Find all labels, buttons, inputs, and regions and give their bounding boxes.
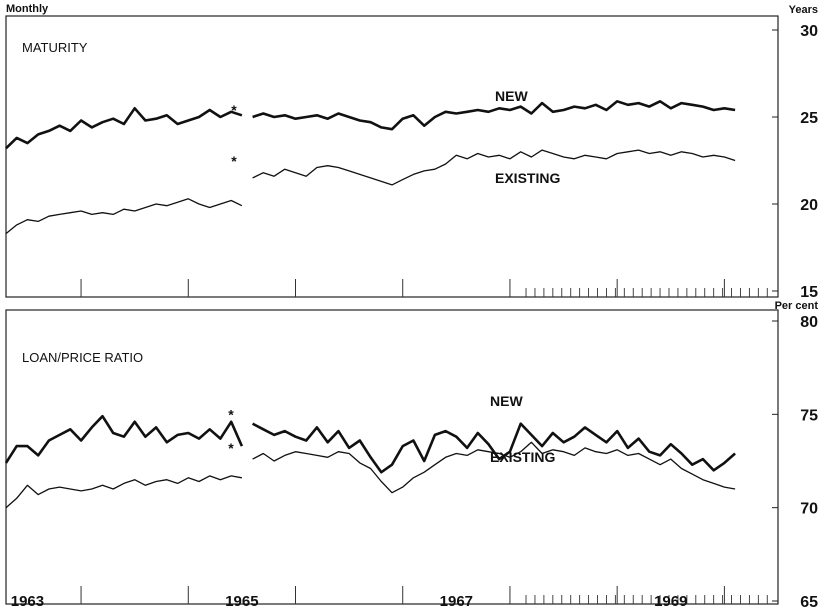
- series-label-existing: EXISTING: [490, 449, 555, 465]
- frequency-label: Monthly: [6, 3, 49, 15]
- series-line-existing-segment-1: [6, 199, 242, 234]
- panel-loan-price-ratio: LOAN/PRICE RATIO Per cent 80 75 70 65 NEW * EXIS…: [6, 300, 818, 608]
- series-line-new-segment-1: [6, 108, 242, 148]
- break-mark: *: [231, 153, 237, 169]
- y-tick-label: 70: [800, 501, 818, 518]
- series-line-existing-segment-2: [253, 150, 735, 185]
- x-tick-label: 1969: [654, 593, 687, 608]
- series-label-new: NEW: [495, 88, 528, 104]
- break-mark: *: [231, 102, 237, 118]
- y-tick-label: 75: [800, 407, 818, 424]
- y-tick-label: 25: [800, 110, 818, 127]
- series-line-existing-segment-1: [6, 476, 242, 508]
- panel-frame: [6, 16, 778, 297]
- panel-title: MATURITY: [22, 40, 88, 55]
- y-tick-label: 20: [800, 197, 818, 214]
- y-tick-label: 80: [800, 314, 818, 331]
- series-line-new-segment-2: [253, 101, 735, 129]
- panel-maturity: MATURITY Years 30 25 20 15 NEW * EXISTING *: [6, 4, 818, 301]
- series-line-new-segment-1: [6, 416, 242, 463]
- x-tick-label: 1965: [225, 593, 258, 608]
- break-mark: *: [228, 440, 234, 456]
- y-tick-label: 30: [800, 23, 818, 40]
- panel-title: LOAN/PRICE RATIO: [22, 350, 143, 365]
- x-tick-label: 1963: [11, 593, 44, 608]
- break-mark: *: [228, 407, 234, 423]
- y-tick-label: 65: [800, 594, 818, 608]
- series-label-new: NEW: [490, 393, 523, 409]
- y-unit-label: Years: [789, 4, 818, 16]
- series-label-existing: EXISTING: [495, 170, 560, 186]
- y-unit-label: Per cent: [775, 300, 819, 312]
- y-tick-label: 15: [800, 284, 818, 301]
- x-tick-label: 1967: [440, 593, 473, 608]
